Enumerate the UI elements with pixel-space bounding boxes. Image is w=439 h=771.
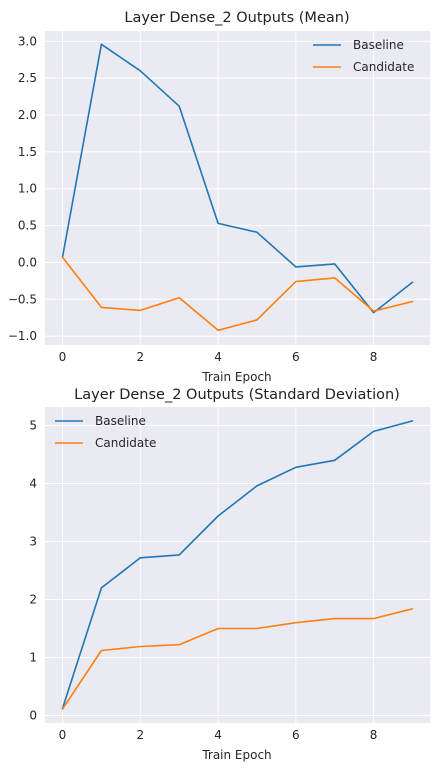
series-line-candidate	[61, 607, 414, 710]
series-line-candidate	[61, 256, 414, 332]
chart-title: Layer Dense_2 Outputs (Mean)	[124, 10, 349, 26]
x-tick-label: 0	[59, 350, 67, 364]
y-tick-label: 1	[29, 650, 37, 664]
y-tick-label: 1.0	[18, 182, 37, 196]
series-line-baseline	[61, 43, 414, 314]
series-lines	[61, 43, 414, 332]
series-line-baseline	[61, 420, 414, 710]
x-axis-label: Train Epoch	[201, 370, 271, 384]
y-tick-label: 2	[29, 592, 37, 606]
y-tick-label: 2.0	[18, 108, 37, 122]
plot-area	[45, 407, 430, 723]
legend-label: Baseline	[95, 414, 146, 428]
tick-labels: 0 2 4 6 8 0 1 2 3 4 5	[29, 419, 377, 742]
legend-label: Candidate	[95, 436, 156, 450]
grid-lines	[45, 407, 430, 723]
legend: Baseline Candidate	[55, 414, 156, 450]
y-tick-label: 3.0	[18, 34, 37, 48]
x-tick-label: 4	[214, 350, 222, 364]
legend: Baseline Candidate	[313, 38, 414, 74]
y-tick-label: −1.0	[8, 329, 37, 343]
x-tick-label: 8	[370, 728, 378, 742]
legend-label: Baseline	[353, 38, 404, 52]
x-tick-label: 4	[214, 728, 222, 742]
series-lines	[61, 420, 414, 710]
grid-lines	[45, 31, 430, 345]
y-tick-label: 1.5	[18, 145, 37, 159]
x-tick-label: 2	[136, 728, 144, 742]
plot-area	[45, 31, 430, 345]
y-tick-label: 0.0	[18, 255, 37, 269]
x-tick-label: 8	[370, 350, 378, 364]
mean-chart: Layer Dense_2 Outputs (Mean) 0 2 4 6 8 −1.0 −0…	[8, 10, 430, 384]
y-tick-label: 3	[29, 535, 37, 549]
chart-title: Layer Dense_2 Outputs (Standard Deviatio…	[74, 387, 400, 403]
y-tick-label: 4	[29, 477, 37, 491]
y-tick-label: 5	[29, 419, 37, 433]
y-tick-label: 0	[29, 708, 37, 722]
x-tick-label: 2	[136, 350, 144, 364]
x-tick-label: 6	[292, 728, 300, 742]
x-tick-label: 6	[292, 350, 300, 364]
legend-label: Candidate	[353, 60, 414, 74]
x-axis-label: Train Epoch	[201, 748, 271, 762]
y-tick-label: 2.5	[18, 71, 37, 85]
y-tick-label: −0.5	[8, 292, 37, 306]
std-chart: Layer Dense_2 Outputs (Standard Deviatio…	[29, 387, 430, 762]
tick-labels: 0 2 4 6 8 −1.0 −0.5 0.0 0.5 1.0 1.5 2.0 2.5 3.0	[8, 34, 378, 364]
x-tick-label: 0	[59, 728, 67, 742]
y-tick-label: 0.5	[18, 219, 37, 233]
